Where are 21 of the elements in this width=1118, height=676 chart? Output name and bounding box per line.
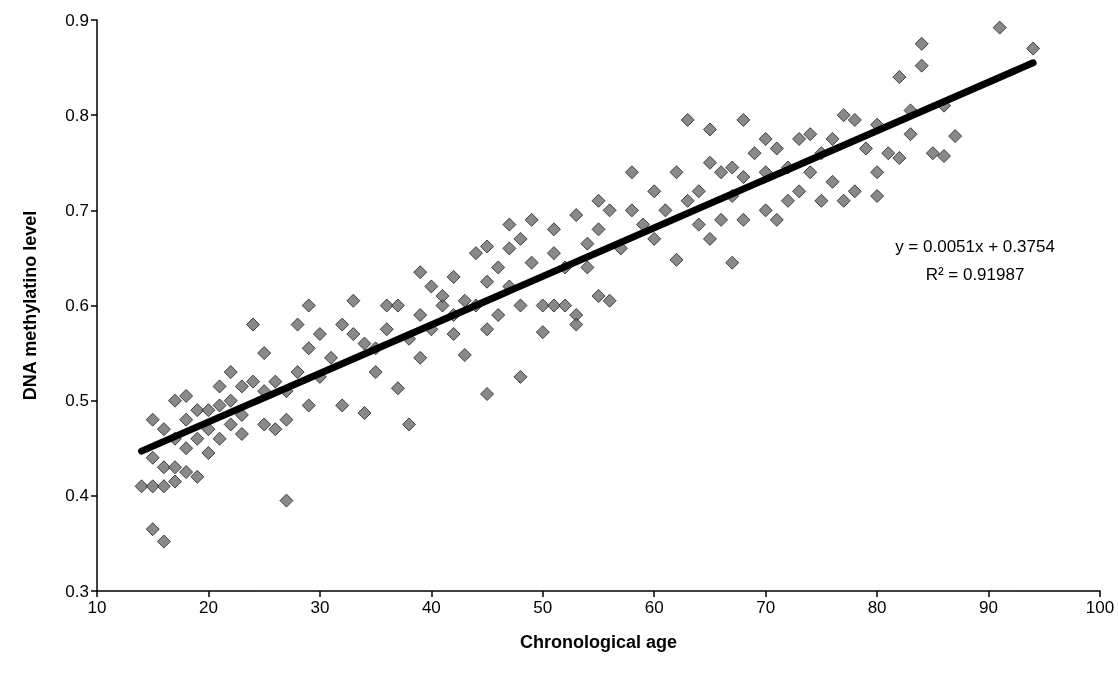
y-tick-label: 0.4 (65, 486, 89, 506)
y-tick-label: 0.7 (65, 200, 89, 220)
x-tick-label: 100 (1085, 598, 1115, 617)
x-axis-title: Chronological age (519, 632, 678, 652)
annotation: y = 0.0051x + 0.3754 (895, 237, 1055, 256)
y-tick-label: 0.8 (65, 105, 89, 125)
x-tick-label: 70 (756, 598, 776, 617)
x-tick-label: 60 (644, 598, 664, 617)
x-tick-label: 90 (979, 598, 999, 617)
y-axis-title: DNA methylatino level (20, 210, 40, 401)
x-tick-label: 10 (87, 598, 107, 617)
y-tick-label: 0.5 (65, 391, 89, 411)
x-tick-label: 30 (310, 598, 330, 617)
x-tick-label: 50 (533, 598, 553, 617)
x-tick-label: 20 (198, 598, 218, 617)
x-tick-label: 80 (867, 598, 887, 617)
y-tick-label: 0.6 (65, 296, 89, 315)
annotation: R² = 0.91987 (925, 265, 1025, 284)
y-tick-label: 0.9 (65, 10, 89, 30)
x-tick-label: 40 (421, 598, 441, 617)
y-tick-label: 0.3 (65, 581, 89, 601)
